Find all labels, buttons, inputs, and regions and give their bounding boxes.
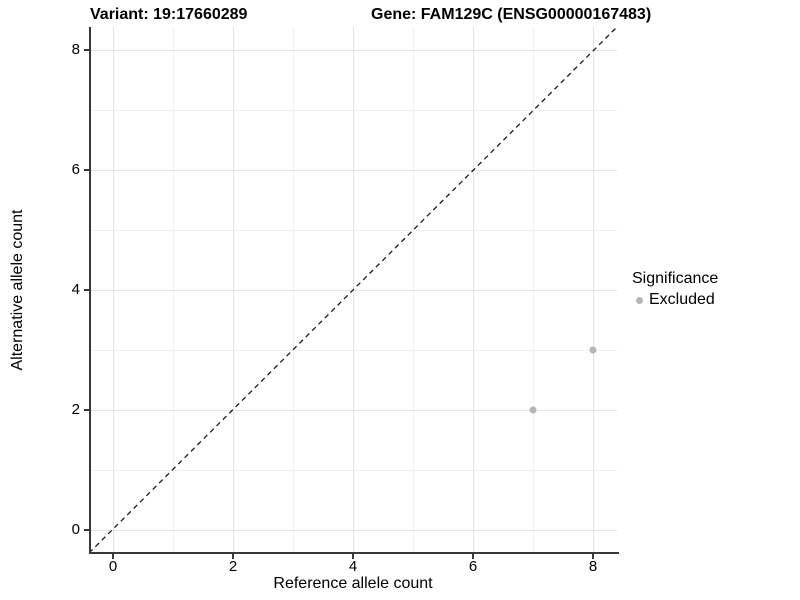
y-axis-title-text: Alternative allele count	[9, 209, 26, 371]
x-tick-label: 8	[588, 558, 598, 575]
y-tick	[84, 409, 89, 411]
y-tick	[84, 529, 89, 531]
y-axis-line	[89, 27, 91, 554]
y-tick-label: 4	[71, 281, 80, 298]
y-tick	[84, 289, 89, 291]
x-tick-label: 2	[228, 558, 238, 575]
gridline-y-major	[89, 530, 617, 531]
y-tick-label: 2	[71, 401, 80, 418]
x-tick-label: 4	[348, 558, 358, 575]
legend: Significance Excluded	[632, 270, 718, 309]
gridline-y-major	[89, 50, 617, 51]
y-tick-label: 6	[71, 161, 80, 178]
legend-item-label: Excluded	[649, 291, 715, 308]
x-tick	[592, 554, 594, 559]
data-point	[589, 346, 597, 354]
points-layer	[89, 27, 617, 553]
excluded-point-icon	[636, 296, 643, 304]
gridline-y-major	[89, 170, 617, 171]
x-tick	[232, 554, 234, 559]
y-tick-label: 0	[71, 521, 80, 538]
identity-dashed-line	[89, 27, 617, 553]
x-tick	[112, 554, 114, 559]
legend-item-excluded: Excluded	[632, 291, 718, 309]
plot-panel	[89, 27, 617, 553]
legend-title: Significance	[632, 270, 719, 287]
x-axis-title: Reference allele count	[273, 575, 433, 592]
y-tick	[84, 169, 89, 171]
x-tick	[352, 554, 354, 559]
y-tick-label: 8	[71, 41, 80, 58]
y-tick	[84, 49, 89, 51]
x-tick-label: 6	[468, 558, 478, 575]
x-axis-line	[89, 552, 619, 554]
x-tick-label: 0	[108, 558, 118, 575]
gene-title: Gene: FAM129C (ENSG00000167483)	[371, 6, 652, 23]
x-tick	[472, 554, 474, 559]
variant-title: Variant: 19:17660289	[90, 6, 248, 23]
data-point	[529, 406, 537, 414]
gridline-y-major	[89, 410, 617, 411]
